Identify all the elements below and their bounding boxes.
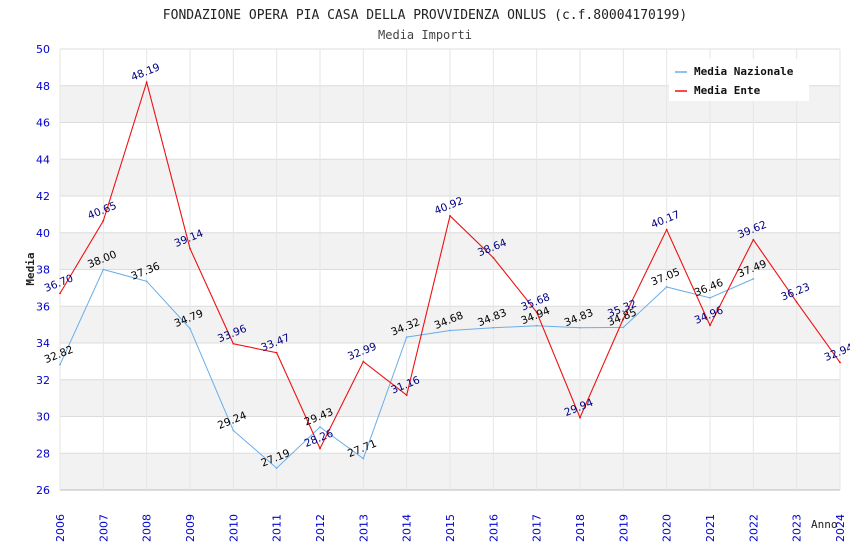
data-point-media-nazionale [405,336,408,339]
y-tick-label: 40 [36,227,50,240]
x-tick-label: 2007 [97,514,110,542]
y-tick-label: 32 [36,374,50,387]
data-point-media-nazionale [102,268,105,271]
x-axis-ticks: 2006 2007 2008 2009 2010 2011 2012 2013 2014 2015… [54,514,847,542]
data-point-media-nazionale [709,296,711,299]
y-tick-label: 38 [36,264,50,277]
y-axis-label: Media [24,252,37,285]
x-tick-label: 2009 [184,514,197,542]
data-point-media-ente [145,81,148,84]
data-point-media-ente [319,447,321,450]
legend-label-media-nazionale: Media Nazionale [694,65,794,78]
x-tick-label: 2013 [357,514,370,542]
data-point-media-ente [839,361,841,364]
data-point-media-ente [795,301,798,303]
data-point-media-nazionale [362,457,365,460]
data-point-media-ente [492,256,495,259]
y-tick-label: 28 [36,447,50,460]
y-tick-label: 42 [36,190,50,203]
x-tick-label: 2018 [574,514,587,542]
chart-title: FONDAZIONE OPERA PIA CASA DELLA PROVVIDE… [163,8,687,23]
data-point-media-nazionale [145,280,148,283]
data-point-media-ente [232,342,235,345]
data-point-media-ente [362,360,365,363]
data-point-media-ente [275,351,278,354]
y-tick-label: 36 [36,300,50,313]
data-point-media-ente [59,292,61,295]
x-tick-label: 2006 [54,514,67,542]
data-point-media-nazionale [752,277,755,280]
y-tick-label: 46 [36,117,50,130]
data-label-media-ente: 40.17 [649,209,681,231]
data-label-media-ente: 32.99 [346,341,378,363]
x-tick-label: 2010 [227,514,240,542]
y-tick-label: 30 [36,411,50,424]
y-tick-label: 50 [36,43,50,56]
y-tick-label: 34 [36,337,50,350]
chart-subtitle: Media Importi [378,28,472,42]
data-point-media-ente [709,324,711,327]
data-point-media-ente [535,311,538,314]
data-point-media-ente [405,394,408,397]
x-tick-label: 2016 [487,514,500,542]
x-tick-label: 2014 [401,514,414,542]
x-tick-label: 2019 [617,514,630,542]
x-tick-label: 2008 [141,514,154,542]
legend-box [669,59,809,101]
y-tick-label: 44 [36,153,50,166]
x-tick-label: 2020 [661,514,674,542]
x-tick-label: 2011 [271,514,284,542]
x-tick-label: 2012 [314,514,327,542]
data-point-media-nazionale [449,329,451,332]
data-point-media-nazionale [319,426,321,428]
x-tick-label: 2017 [531,514,544,542]
y-tick-label: 48 [36,80,50,93]
x-tick-label: 2021 [704,514,717,542]
data-label-media-nazionale: 36.46 [693,277,726,300]
data-label-media-ente: 40.65 [86,200,118,222]
data-point-media-ente [665,228,668,231]
x-tick-label: 2015 [444,514,457,542]
data-point-media-nazionale [492,326,495,329]
data-point-media-nazionale [622,326,625,329]
data-point-media-nazionale [665,286,668,288]
data-point-media-nazionale [59,363,61,366]
legend: Media Nazionale Media Ente [669,59,809,101]
x-tick-label: 2023 [791,514,804,542]
y-axis-ticks: 26 28 30 32 34 36 38 40 42 44 46 48 50 [36,43,50,497]
data-point-media-nazionale [579,326,581,329]
data-point-media-ente [102,219,105,222]
x-tick-label: 2022 [747,514,760,542]
y-tick-label: 26 [36,484,50,497]
series-group [59,80,841,470]
data-label-media-ente: 48.19 [129,61,161,83]
legend-label-media-ente: Media Ente [694,84,761,97]
data-point-media-nazionale [275,467,278,470]
data-point-media-ente [579,416,581,419]
grid-lines [59,48,841,491]
x-axis-label: Anno [811,518,838,531]
data-point-media-nazionale [535,324,538,327]
data-point-media-ente [752,238,755,241]
data-point-media-ente [622,317,625,320]
data-point-media-ente [449,214,451,217]
data-point-media-nazionale [189,327,191,330]
x-tick-label: 2024 [834,514,847,542]
data-point-media-ente [189,247,191,250]
data-point-media-nazionale [232,429,235,432]
data-label-media-ente: 40.92 [433,195,465,217]
